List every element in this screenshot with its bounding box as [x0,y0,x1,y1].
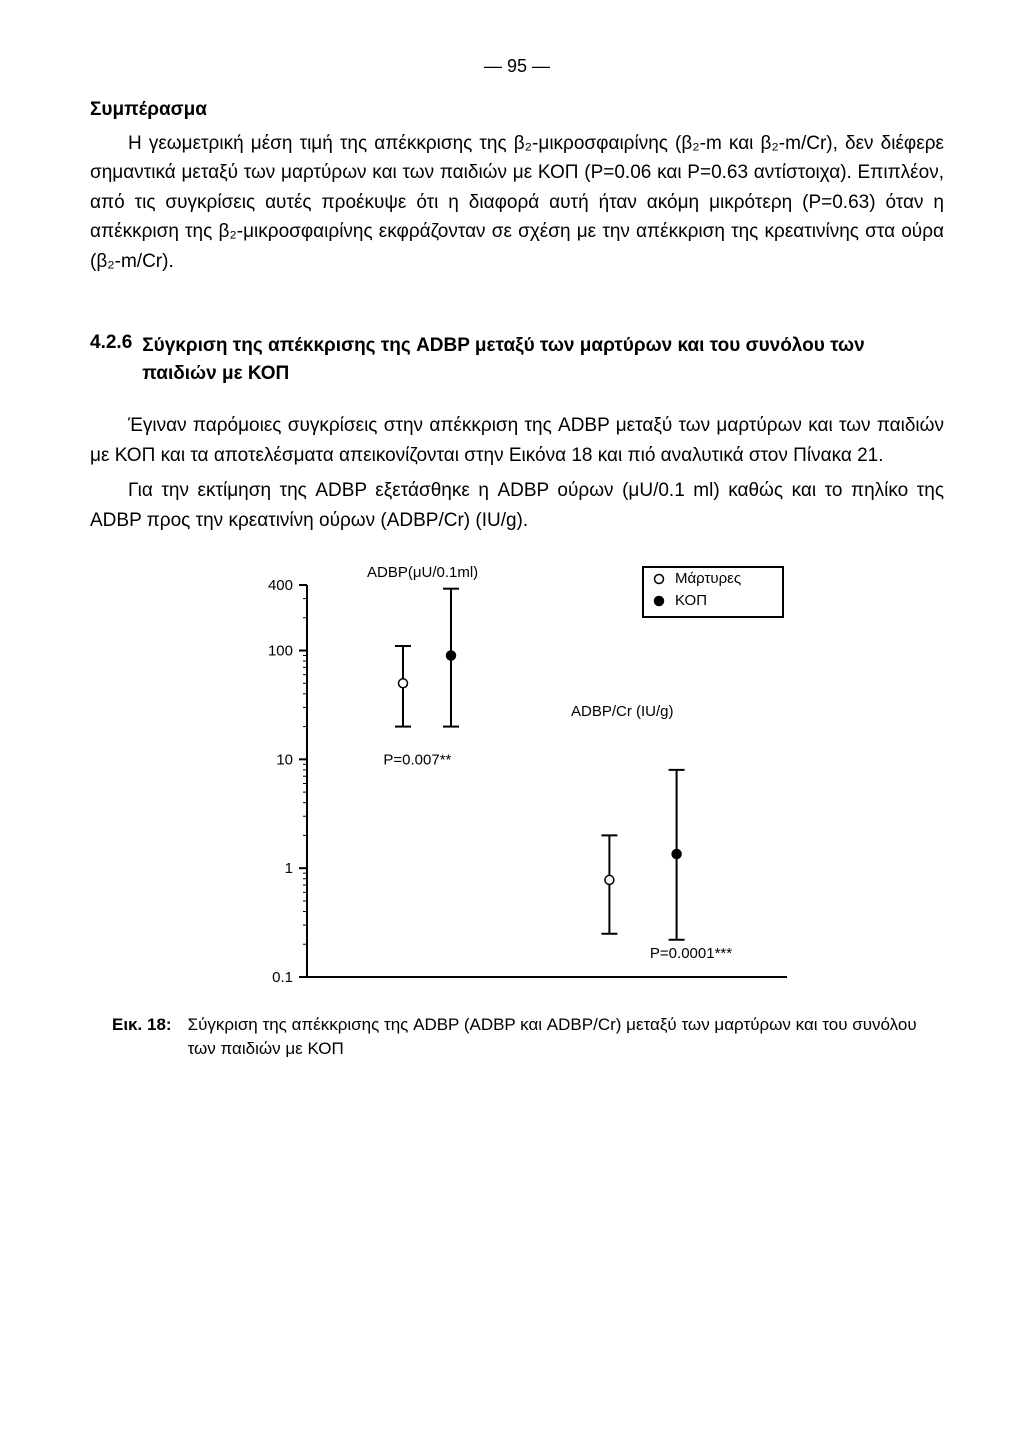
paragraph-block-1: Η γεωμετρική μέση τιμή της απέκκρισης τη… [90,129,944,276]
paragraph-2: Έγιναν παρόμοιες συγκρίσεις στην απέκκρι… [90,411,944,470]
chart-svg: 0.1 1 10 100 400 ADBP(μU/0.1ml) ADBP/Cr (IU/g)… [237,559,797,999]
svg-text:ΚΟΠ: ΚΟΠ [675,592,707,609]
page-number: — 95 — [90,56,944,77]
svg-text:400: 400 [268,577,293,594]
heading-conclusion: Συμπέρασμα [90,99,944,121]
svg-text:1: 1 [285,860,293,877]
svg-text:0.1: 0.1 [272,969,293,986]
page-container: — 95 — Συμπέρασμα Η γεωμετρική μέση τιμή… [0,0,1024,1436]
section-number: 4.2.6 [90,332,132,387]
paragraph-1: Η γεωμετρική μέση τιμή της απέκκρισης τη… [90,129,944,276]
svg-text:P=0.0001***: P=0.0001*** [650,945,732,962]
paragraph-3: Για την εκτίμηση της ADBP εξετάσθηκε η A… [90,476,944,535]
section-heading-row: 4.2.6 Σύγκριση της απέκκρισης της ADBP μ… [90,332,944,387]
figure-18: 0.1 1 10 100 400 ADBP(μU/0.1ml) ADBP/Cr (IU/g)… [90,559,944,999]
section-title: Σύγκριση της απέκκρισης της ADBP μεταξύ … [142,332,944,387]
svg-text:10: 10 [276,751,293,768]
caption-text: Σύγκριση της απέκκρισης της ADBP (ADBP κ… [188,1013,944,1061]
svg-text:100: 100 [268,643,293,660]
svg-text:ADBP/Cr (IU/g): ADBP/Cr (IU/g) [571,703,674,720]
caption-label: Εικ. 18: [112,1013,172,1061]
figure-caption: Εικ. 18: Σύγκριση της απέκκρισης της ADB… [90,1013,944,1061]
paragraph-block-2: Έγιναν παρόμοιες συγκρίσεις στην απέκκρι… [90,411,944,535]
svg-text:P=0.007**: P=0.007** [383,751,451,768]
svg-text:Μάρτυρες: Μάρτυρες [675,570,741,587]
svg-text:ADBP(μU/0.1ml): ADBP(μU/0.1ml) [367,564,478,581]
